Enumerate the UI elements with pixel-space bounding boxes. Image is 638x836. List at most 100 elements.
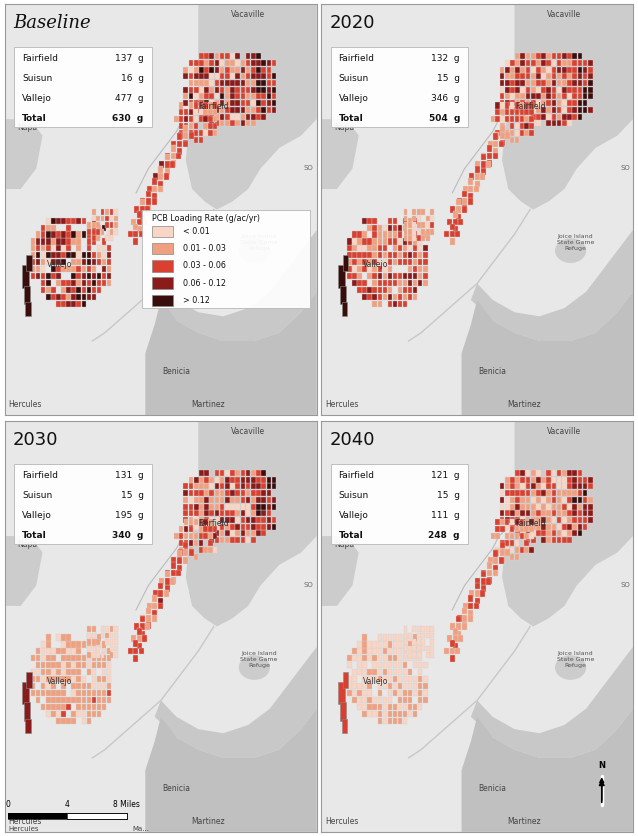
Bar — [56, 252, 61, 258]
Bar — [500, 497, 505, 503]
Bar — [536, 107, 541, 113]
Polygon shape — [502, 421, 633, 626]
Bar — [403, 294, 407, 300]
Bar — [241, 538, 245, 543]
Text: PCB Loading Rate (g/ac/yr): PCB Loading Rate (g/ac/yr) — [152, 215, 260, 223]
Bar — [51, 669, 56, 675]
Bar — [505, 74, 510, 79]
Bar — [413, 294, 417, 300]
Bar — [373, 711, 377, 717]
Bar — [199, 94, 204, 99]
Bar — [251, 510, 256, 517]
Bar — [572, 87, 577, 93]
Bar — [225, 490, 230, 497]
Bar — [96, 229, 100, 235]
Bar — [388, 273, 392, 279]
Bar — [46, 669, 50, 675]
Bar — [526, 510, 530, 517]
Bar — [577, 53, 582, 59]
Bar — [413, 287, 417, 293]
Bar — [209, 87, 214, 93]
Text: Napa: Napa — [18, 123, 38, 132]
Bar — [102, 683, 107, 689]
Bar — [383, 245, 387, 252]
Bar — [530, 116, 533, 122]
Bar — [251, 60, 256, 66]
Bar — [46, 273, 50, 279]
Bar — [475, 173, 480, 180]
Bar — [352, 245, 357, 252]
Bar — [582, 523, 588, 530]
Bar — [567, 107, 572, 113]
Bar — [272, 517, 276, 523]
Bar — [256, 87, 261, 93]
Bar — [505, 100, 510, 106]
Text: Hercules: Hercules — [8, 827, 39, 833]
Bar — [546, 538, 551, 543]
Bar — [36, 669, 40, 675]
Bar — [56, 662, 61, 668]
Text: Hercules: Hercules — [325, 817, 359, 826]
Bar — [557, 470, 561, 476]
Bar — [209, 517, 214, 523]
Bar — [198, 137, 203, 143]
Bar — [171, 161, 176, 167]
Bar — [272, 60, 276, 66]
Bar — [199, 53, 204, 59]
Bar — [500, 103, 505, 109]
Bar — [397, 676, 402, 682]
Bar — [383, 641, 387, 648]
Bar — [557, 503, 561, 510]
Bar — [541, 94, 546, 99]
Bar — [588, 497, 593, 503]
Bar — [220, 483, 225, 489]
Bar — [46, 238, 50, 244]
Bar — [46, 662, 50, 668]
Bar — [397, 711, 402, 717]
Bar — [383, 232, 387, 237]
Bar — [194, 477, 198, 482]
Bar — [71, 683, 76, 689]
Bar — [235, 114, 240, 120]
Bar — [77, 217, 81, 224]
Bar — [199, 100, 204, 106]
Bar — [241, 114, 245, 120]
Bar — [51, 232, 56, 237]
Bar — [496, 110, 500, 115]
Bar — [487, 563, 492, 569]
Bar — [536, 100, 541, 106]
Bar — [357, 273, 362, 279]
Bar — [194, 533, 198, 539]
Bar — [412, 216, 416, 222]
Bar — [152, 615, 156, 621]
Bar — [468, 603, 473, 609]
Bar — [531, 100, 535, 106]
Bar — [272, 483, 276, 489]
Bar — [71, 273, 76, 279]
Bar — [531, 80, 535, 86]
Bar — [577, 503, 582, 510]
Bar — [256, 107, 261, 113]
Bar — [230, 497, 235, 503]
Bar — [572, 80, 577, 86]
Bar — [572, 107, 577, 113]
Bar — [92, 229, 96, 235]
Bar — [189, 510, 193, 517]
Bar — [383, 683, 387, 689]
Bar — [577, 80, 582, 86]
Bar — [61, 238, 66, 244]
Bar — [56, 217, 61, 224]
Bar — [189, 123, 193, 129]
Bar — [383, 266, 387, 273]
Bar — [567, 517, 572, 523]
Bar — [552, 60, 556, 66]
Bar — [352, 655, 357, 661]
Bar — [235, 538, 240, 543]
Text: 340  g: 340 g — [112, 531, 144, 540]
Bar — [241, 74, 245, 79]
Bar — [97, 711, 101, 717]
Bar — [102, 655, 107, 661]
Text: Joice Island
State Game
Refuge: Joice Island State Game Refuge — [556, 650, 594, 668]
Bar — [362, 217, 367, 224]
Bar — [82, 259, 86, 265]
